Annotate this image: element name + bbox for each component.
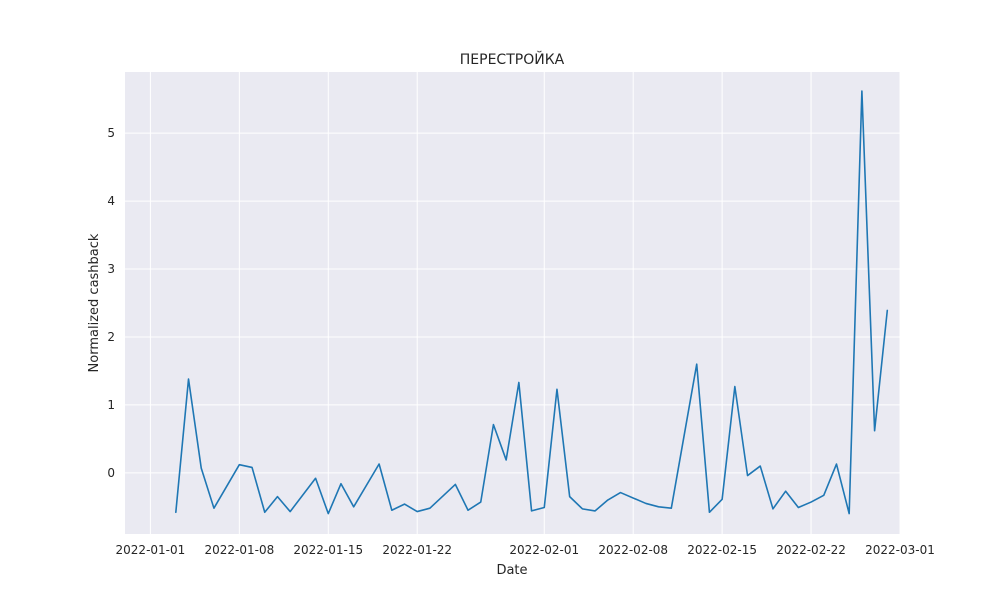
x-tick-label: 2022-02-01 [509, 543, 579, 557]
y-tick-label: 5 [107, 126, 115, 140]
x-tick-label: 2022-01-22 [382, 543, 452, 557]
x-axis-ticks: 2022-01-01 2022-01-08 2022-01-15 2022-01-22… [116, 543, 935, 557]
y-tick-label: 0 [107, 466, 115, 480]
y-tick-label: 3 [107, 262, 115, 276]
series-line [175, 90, 889, 515]
y-tick-label: 4 [107, 194, 115, 208]
x-tick-label: 2022-02-15 [687, 543, 757, 557]
x-tick-label: 2022-02-08 [598, 543, 668, 557]
x-tick-label: 2022-01-15 [293, 543, 363, 557]
x-tick-label: 2022-01-08 [204, 543, 274, 557]
x-tick-label: 2022-02-22 [776, 543, 846, 557]
chart-title: ПЕРЕСТРОЙКА [460, 50, 565, 68]
y-tick-label: 2 [107, 330, 115, 344]
y-axis-ticks: 0 1 2 3 4 5 [107, 126, 115, 480]
x-axis-label: Date [496, 563, 527, 578]
y-axis-label: Normalized cashback [87, 233, 102, 372]
plot-area [125, 72, 900, 534]
x-tick-label: 2022-03-01 [865, 543, 935, 557]
y-tick-label: 1 [107, 398, 115, 412]
gridlines [125, 72, 901, 534]
x-tick-label: 2022-01-01 [116, 543, 186, 557]
